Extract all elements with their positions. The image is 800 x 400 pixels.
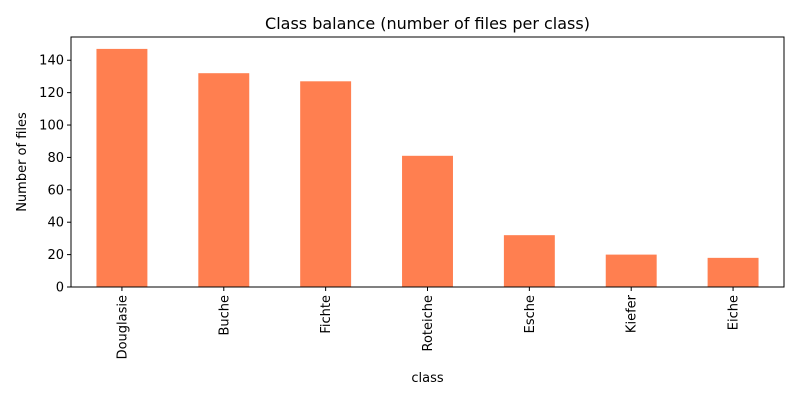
x-tick-label: Buche <box>217 295 232 336</box>
bars-group <box>96 48 759 288</box>
bar-kiefer <box>605 254 657 287</box>
plot-frame <box>70 36 785 288</box>
y-tick-label: 100 <box>39 119 64 134</box>
bar-buche <box>198 73 250 287</box>
bar-roteiche <box>402 155 453 287</box>
x-tick-label: Kiefer <box>625 294 640 333</box>
y-tick-label: 20 <box>47 248 64 263</box>
bar-eiche <box>707 257 759 287</box>
chart-title: Class balance (number of files per class… <box>265 14 590 33</box>
y-tick-label: 40 <box>47 216 64 231</box>
y-axis-label: Number of files <box>15 112 30 212</box>
bar-douglasie <box>96 48 148 288</box>
bar-esche <box>503 235 555 287</box>
y-tick-label: 80 <box>47 151 64 166</box>
y-tick-label: 0 <box>56 281 64 296</box>
y-tick-label: 140 <box>39 54 64 69</box>
bar-fichte <box>300 81 352 287</box>
x-tick-label: Esche <box>523 295 538 333</box>
x-axis-ticks: Douglasie Buche Fichte Roteiche Esche Kiefer E… <box>115 287 742 359</box>
x-tick-label: Eiche <box>727 295 742 330</box>
y-tick-label: 60 <box>47 183 64 198</box>
x-tick-label: Fichte <box>319 295 334 334</box>
y-tick-label: 120 <box>39 86 64 101</box>
x-tick-label: Roteiche <box>421 295 436 352</box>
y-axis-ticks: 0 20 40 60 80 100 120 140 <box>39 54 71 296</box>
x-tick-label: Douglasie <box>115 295 130 359</box>
x-axis-label: class <box>411 371 443 386</box>
